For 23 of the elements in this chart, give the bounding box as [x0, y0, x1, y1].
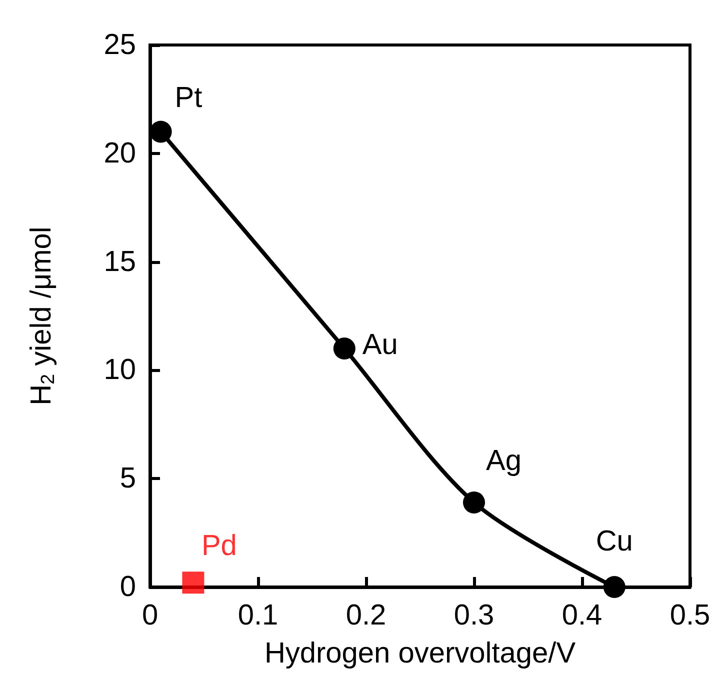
annotation: Ag — [486, 444, 522, 477]
series-label: Pd — [201, 530, 237, 562]
y-tick-label: 10 — [104, 354, 136, 386]
y-tick-label: 0 — [120, 571, 136, 603]
annotation: Pt — [174, 82, 202, 114]
x-axis-title: Hydrogen overvoltage/V — [264, 638, 576, 670]
y-tick-label: 25 — [104, 29, 136, 61]
annotation: Cu — [596, 526, 633, 558]
x-tick-label: 0.1 — [238, 600, 278, 632]
annotation: Au — [362, 329, 398, 362]
point — [182, 572, 204, 594]
point — [333, 338, 356, 360]
y-tick-label: 15 — [104, 246, 136, 278]
x-tick-label: 0.4 — [562, 600, 602, 632]
y-tick-label: 20 — [104, 137, 136, 170]
point — [463, 491, 485, 514]
point — [603, 576, 626, 598]
y-tick-label: 5 — [120, 462, 136, 495]
x-tick-label: 0.3 — [454, 600, 494, 632]
y-axis-title: H2 yield /μmol — [26, 226, 59, 406]
x-tick-label: 0 — [142, 600, 158, 632]
x-tick-label: 0.2 — [346, 600, 386, 632]
x-tick-label: 0.5 — [670, 600, 710, 632]
